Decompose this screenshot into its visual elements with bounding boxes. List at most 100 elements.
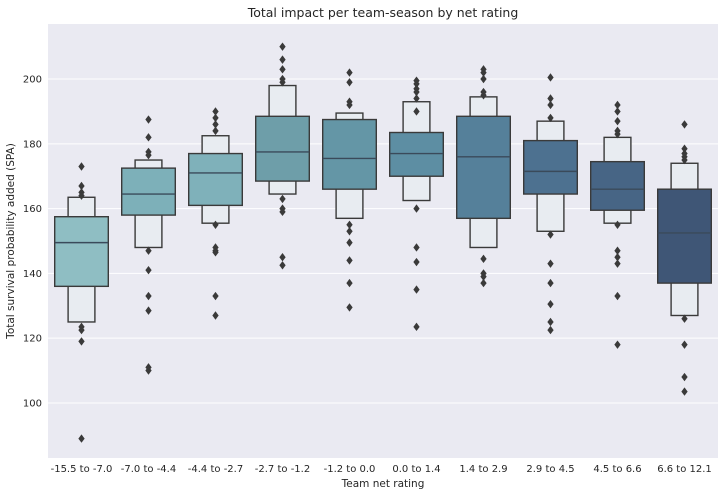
main-box (322, 118, 378, 190)
outlier-point (346, 278, 353, 288)
boxes (54, 42, 713, 443)
x-tick-label: -2.7 to -1.2 (255, 464, 310, 475)
outlier-point (346, 238, 353, 247)
outlier-point (547, 317, 554, 327)
outlier-point (346, 100, 353, 110)
main-box (657, 188, 713, 284)
outlier-point (547, 278, 554, 288)
outlier-point (681, 314, 688, 323)
outlier-point (78, 191, 85, 200)
outlier-point (145, 150, 152, 160)
category-box-group (389, 76, 445, 332)
outlier-point (279, 65, 286, 74)
outlier-point (413, 204, 420, 213)
outlier-point (279, 194, 286, 204)
y-tick-label: 160 (23, 204, 42, 215)
category-box-group (456, 65, 512, 288)
outlier-point (614, 246, 621, 255)
outlier-point (480, 278, 487, 288)
outlier-point (614, 116, 621, 126)
category-box-group (657, 120, 713, 396)
outlier-point (480, 74, 487, 84)
outlier-point (346, 220, 353, 230)
outlier-point (614, 100, 621, 110)
outlier-point (681, 155, 688, 165)
x-tick-label: 4.5 to 6.6 (593, 464, 641, 475)
outlier-point (145, 366, 152, 375)
outlier-point (279, 252, 286, 262)
outlier-point (413, 107, 420, 116)
outlier-point (78, 181, 85, 191)
outlier-point (614, 340, 621, 349)
outlier-point (212, 107, 219, 116)
outlier-point (212, 113, 219, 123)
outlier-point (681, 340, 688, 349)
y-tick-label: 100 (23, 398, 42, 409)
outlier-point (78, 325, 85, 335)
y-tick-label: 180 (23, 139, 42, 150)
outlier-point (78, 162, 85, 171)
outlier-point (614, 129, 621, 139)
category-box-group (187, 107, 243, 320)
outlier-point (413, 79, 420, 89)
outlier-point (614, 259, 621, 268)
outlier-point (212, 291, 219, 301)
y-tick-label: 140 (23, 269, 42, 280)
x-tick-label: 0.0 to 1.4 (392, 464, 440, 475)
x-tick-label: -4.4 to -2.7 (188, 464, 243, 475)
outlier-point (413, 285, 420, 294)
outlier-point (212, 126, 219, 136)
outlier-point (212, 248, 219, 257)
outlier-point (279, 78, 286, 87)
outlier-point (212, 120, 219, 129)
outlier-point (145, 265, 152, 275)
x-tick-label: -7.0 to -4.4 (121, 464, 176, 475)
y-tick-label: 120 (23, 334, 42, 345)
outlier-point (547, 230, 554, 239)
outlier-point (547, 100, 554, 110)
category-box-group (322, 68, 378, 312)
outlier-point (480, 254, 487, 264)
outlier-point (279, 207, 286, 217)
main-box (590, 160, 646, 211)
category-box-group (120, 115, 176, 375)
outlier-point (346, 227, 353, 236)
outlier-point (547, 113, 554, 123)
outlier-point (346, 78, 353, 87)
x-tick-labels: -15.5 to -7.0 -7.0 to -4.4 -4.4 to -2.7 -2.… (51, 464, 712, 475)
outlier-point (614, 252, 621, 262)
outlier-point (145, 133, 152, 142)
outlier-point (614, 220, 621, 230)
outlier-point (547, 325, 554, 335)
chart-title: Total impact per team-season by net rati… (247, 5, 519, 20)
outlier-point (681, 144, 688, 153)
category-box-group (54, 162, 109, 443)
outlier-point (346, 68, 353, 77)
outlier-point (413, 243, 420, 252)
main-box (389, 131, 445, 177)
x-tick-label: 1.4 to 2.9 (459, 464, 507, 475)
outlier-point (681, 120, 688, 129)
outlier-point (145, 246, 152, 255)
outlier-point (681, 387, 688, 396)
outlier-point (547, 259, 554, 268)
outlier-point (346, 303, 353, 312)
y-tick-labels: 100 120 140 160 180 200 (23, 75, 42, 410)
outlier-point (78, 337, 85, 346)
outlier-point (480, 272, 487, 281)
outlier-point (145, 115, 152, 124)
outlier-point (212, 311, 219, 320)
x-tick-label: 2.9 to 4.5 (526, 464, 574, 475)
category-box-group (254, 42, 310, 270)
main-box (456, 115, 512, 220)
outlier-point (413, 322, 420, 332)
outlier-point (547, 73, 554, 82)
x-tick-label: -1.2 to 0.0 (324, 464, 376, 475)
x-tick-label: -15.5 to -7.0 (51, 464, 113, 475)
outlier-point (346, 256, 353, 265)
main-box (254, 115, 310, 182)
outlier-point (480, 91, 487, 100)
outlier-point (480, 68, 487, 77)
outlier-point (413, 87, 420, 97)
